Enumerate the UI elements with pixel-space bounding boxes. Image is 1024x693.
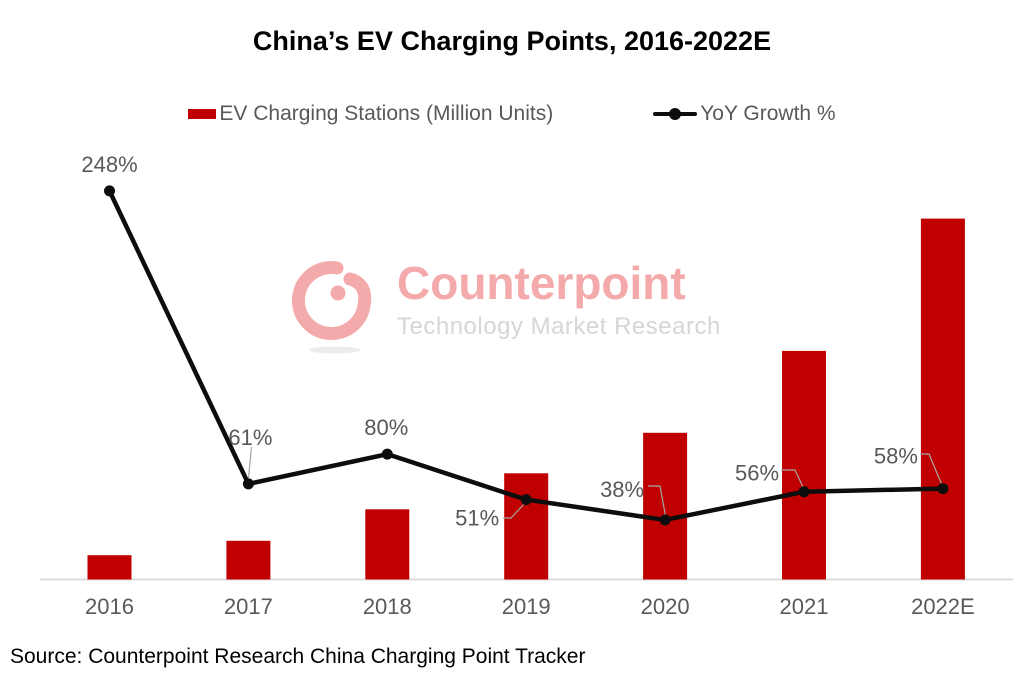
legend-item-bar-series: EV Charging Stations (Million Units) bbox=[188, 102, 553, 126]
counterpoint-c-logo-icon bbox=[291, 261, 372, 354]
yoy-label-2016: 248% bbox=[81, 152, 137, 177]
bar-2018 bbox=[365, 509, 410, 580]
yoy-point-2021 bbox=[798, 486, 810, 498]
yoy-point-2018 bbox=[381, 448, 393, 460]
bar-2017 bbox=[226, 540, 271, 580]
callout-line-2021 bbox=[781, 469, 804, 488]
legend-label-line-series: YoY Growth % bbox=[700, 102, 836, 125]
yoy-point-2020 bbox=[659, 514, 671, 526]
source-note: Source: Counterpoint Research China Char… bbox=[10, 645, 586, 668]
watermark-tagline: Technology Market Research bbox=[397, 313, 721, 340]
callout-line-2019 bbox=[503, 503, 525, 519]
x-tick-2017: 2017 bbox=[224, 594, 273, 619]
legend-label-bar-series: EV Charging Stations (Million Units) bbox=[219, 102, 554, 125]
bar-series-swatch-icon bbox=[188, 109, 217, 119]
x-tick-2016: 2016 bbox=[85, 594, 134, 619]
legend-item-line-series: YoY Growth % bbox=[653, 102, 836, 126]
chart-title: China’s EV Charging Points, 2016-2022E bbox=[252, 26, 772, 56]
callout-line-2017 bbox=[247, 446, 253, 479]
yoy-label-2021: 56% bbox=[735, 461, 779, 486]
line-series-marker-icon bbox=[653, 107, 698, 121]
watermark-brand: Counterpoint bbox=[397, 257, 686, 309]
x-tick-2021: 2021 bbox=[780, 594, 829, 619]
yoy-point-2022E bbox=[937, 483, 949, 495]
yoy-label-2018: 80% bbox=[364, 415, 408, 440]
callout-line-2022E bbox=[920, 453, 943, 486]
x-tick-2020: 2020 bbox=[641, 594, 690, 619]
watermark: Counterpoint Technology Market Research bbox=[291, 248, 721, 358]
yoy-point-2016 bbox=[104, 185, 115, 197]
bar-2021 bbox=[782, 350, 826, 580]
yoy-point-2017 bbox=[242, 478, 254, 490]
callout-line-2020 bbox=[648, 485, 667, 517]
x-tick-2018: 2018 bbox=[363, 594, 412, 619]
yoy-label-2022E: 58% bbox=[874, 444, 918, 469]
yoy-label-2019: 51% bbox=[455, 506, 499, 531]
yoy-point-2019 bbox=[520, 494, 532, 506]
bar-2022E bbox=[920, 218, 965, 580]
bar-2016 bbox=[87, 555, 132, 580]
watermark-text: Counterpoint Technology Market Research bbox=[397, 248, 721, 341]
bar-2020 bbox=[643, 432, 688, 580]
x-tick-2019: 2019 bbox=[502, 594, 551, 619]
bar-2019 bbox=[504, 473, 549, 580]
legend: EV Charging Stations (Million Units) YoY… bbox=[0, 102, 1024, 126]
yoy-label-2020: 38% bbox=[600, 477, 644, 502]
yoy-label-2017: 61% bbox=[228, 425, 272, 450]
x-tick-2022E: 2022E bbox=[911, 594, 975, 619]
